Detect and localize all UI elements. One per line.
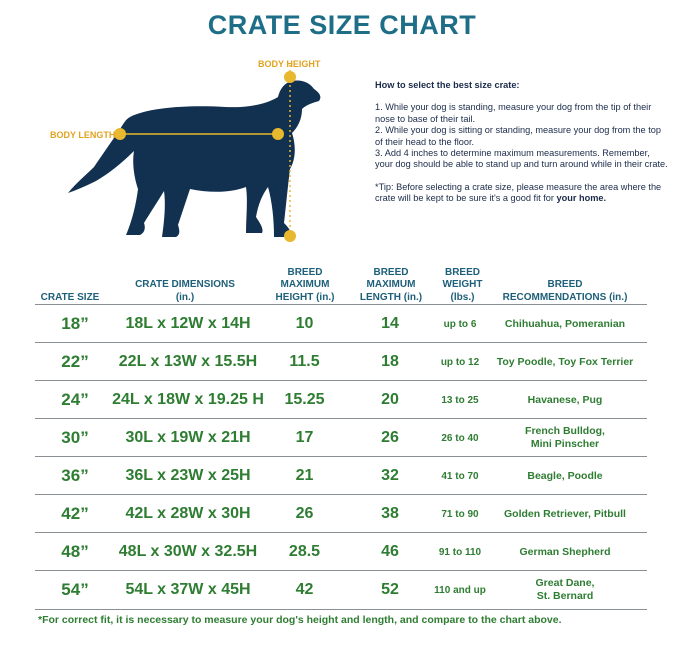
cell-recommendations: German Shepherd	[490, 533, 640, 571]
rec-line-1: Golden Retriever, Pitbull	[504, 507, 626, 520]
cell-recommendations: Chihuahua, Pomeranian	[490, 305, 640, 343]
header-breed-weight: BREED WEIGHT (lbs.)	[442, 266, 483, 303]
cell-recommendations: Golden Retriever, Pitbull	[490, 495, 640, 533]
cell-size: 36”	[61, 466, 89, 485]
cell-size: 18”	[61, 314, 89, 333]
tip-bold-text: your home.	[556, 193, 607, 204]
cell-length: 18	[381, 353, 399, 370]
table-row: 54” 54L x 37W x 45H 42 52 110 and up Gre…	[35, 570, 647, 610]
instruction-step-3: 3. Add 4 inches to determine maximum mea…	[375, 148, 668, 170]
table-row: 42” 42L x 28W x 30H 26 38 71 to 90 Golde…	[35, 494, 647, 533]
cell-recommendations: Beagle, Poodle	[490, 457, 640, 495]
cell-dimensions: 36L x 23W x 25H	[125, 467, 251, 484]
cell-length: 38	[381, 505, 399, 522]
tip-text: *Tip: Before selecting a crate size, ple…	[375, 181, 662, 204]
table-row: 30” 30L x 19W x 21H 17 26 26 to 40 Frenc…	[35, 418, 647, 457]
table-header: CRATE SIZE CRATE DIMENSIONS (in.) BREED …	[30, 254, 650, 304]
cell-height: 17	[295, 429, 314, 446]
cell-length: 26	[381, 429, 399, 446]
table-row: 22” 22L x 13W x 15.5H 11.5 18 up to 12 T…	[35, 342, 647, 381]
header-crate-size: CRATE SIZE	[40, 291, 100, 303]
cell-recommendations: Havanese, Pug	[490, 381, 640, 419]
rec-line-1: Toy Poodle, Toy Fox Terrier	[496, 355, 634, 368]
rec-line-1: French Bulldog,	[525, 425, 605, 437]
cell-dimensions: 22L x 13W x 15.5H	[118, 353, 258, 370]
cell-height: 11.5	[289, 353, 320, 370]
cell-size: 30”	[61, 428, 89, 447]
instruction-step-2: 2. While your dog is sitting or standing…	[375, 125, 661, 147]
cell-size: 42”	[61, 504, 89, 523]
cell-dimensions: 24L x 18W x 19.25 H	[112, 391, 264, 408]
table-row: 48” 48L x 30W x 32.5H 28.5 46 91 to 110 …	[35, 532, 647, 571]
cell-recommendations: French Bulldog, Mini Pinscher	[490, 419, 640, 457]
cell-weight: 110 and up	[434, 584, 486, 596]
cell-dimensions: 54L x 37W x 45H	[125, 581, 251, 598]
cell-dimensions: 30L x 19W x 21H	[125, 429, 251, 446]
cell-weight: 71 to 90	[441, 508, 479, 520]
cell-size: 22”	[61, 352, 89, 371]
rec-line-1: Great Dane,	[535, 577, 595, 589]
table-row: 24” 24L x 18W x 19.25 H 15.25 20 13 to 2…	[35, 380, 647, 419]
cell-height: 28.5	[288, 543, 321, 560]
cell-dimensions: 48L x 30W x 32.5H	[118, 543, 258, 560]
cell-weight: 41 to 70	[441, 470, 479, 482]
body-height-label: BODY HEIGHT	[258, 59, 321, 69]
header-breed-recommendations: BREED RECOMMENDATIONS (in.)	[502, 279, 628, 303]
page-title: CRATE SIZE CHART	[207, 10, 477, 40]
cell-height: 10	[295, 315, 314, 332]
instructions-heading: How to select the best size crate:	[375, 80, 520, 90]
cell-length: 52	[381, 581, 399, 598]
instructions-block: How to select the best size crate: 1. Wh…	[375, 80, 670, 205]
header-crate-dimensions: CRATE DIMENSIONS (in.)	[135, 279, 235, 303]
cell-length: 32	[381, 467, 399, 484]
instruction-step-1: 1. While your dog is standing, measure y…	[375, 102, 652, 124]
cell-height: 42	[295, 581, 314, 598]
cell-recommendations: Great Dane, St. Bernard	[490, 571, 640, 609]
instruction-tip: *Tip: Before selecting a crate size, ple…	[375, 182, 670, 205]
rec-line-2: Mini Pinscher	[530, 438, 600, 450]
table-row: 36” 36L x 23W x 25H 21 32 41 to 70 Beagl…	[35, 456, 647, 495]
cell-weight: 91 to 110	[438, 546, 482, 558]
rec-line-1: German Shepherd	[519, 545, 611, 558]
cell-recommendations: Toy Poodle, Toy Fox Terrier	[490, 343, 640, 381]
cell-weight: up to 6	[443, 318, 477, 330]
header-max-height: BREED MAXIMUM HEIGHT (in.)	[275, 266, 335, 303]
cell-weight: up to 12	[440, 356, 480, 368]
header-max-length: BREED MAXIMUM LENGTH (in.)	[359, 266, 423, 303]
cell-length: 14	[381, 315, 399, 332]
cell-height: 26	[295, 505, 314, 522]
body-length-label: BODY LENGTH	[50, 130, 116, 140]
cell-length: 20	[381, 391, 399, 408]
cell-weight: 26 to 40	[441, 432, 479, 444]
rec-line-1: Havanese, Pug	[527, 393, 603, 406]
cell-size: 48”	[61, 542, 89, 561]
dog-silhouette-icon	[68, 65, 321, 242]
cell-dimensions: 18L x 12W x 14H	[125, 315, 251, 332]
table-row: 18” 18L x 12W x 14H 10 14 up to 6 Chihua…	[35, 304, 647, 343]
cell-size: 54”	[61, 580, 89, 599]
footnote: *For correct fit, it is necessary to mea…	[38, 614, 562, 626]
cell-size: 24”	[61, 390, 89, 409]
cell-length: 46	[381, 543, 399, 560]
dog-measurement-diagram: BODY HEIGHT BODY LENGTH	[40, 55, 360, 255]
rec-line-1: Chihuahua, Pomeranian	[504, 317, 626, 330]
cell-dimensions: 42L x 28W x 30H	[125, 505, 251, 522]
rec-line-1: Beagle, Poodle	[527, 469, 603, 482]
cell-height: 21	[295, 467, 314, 484]
cell-height: 15.25	[284, 391, 325, 408]
rec-line-2: St. Bernard	[536, 590, 594, 602]
cell-weight: 13 to 25	[441, 394, 479, 406]
